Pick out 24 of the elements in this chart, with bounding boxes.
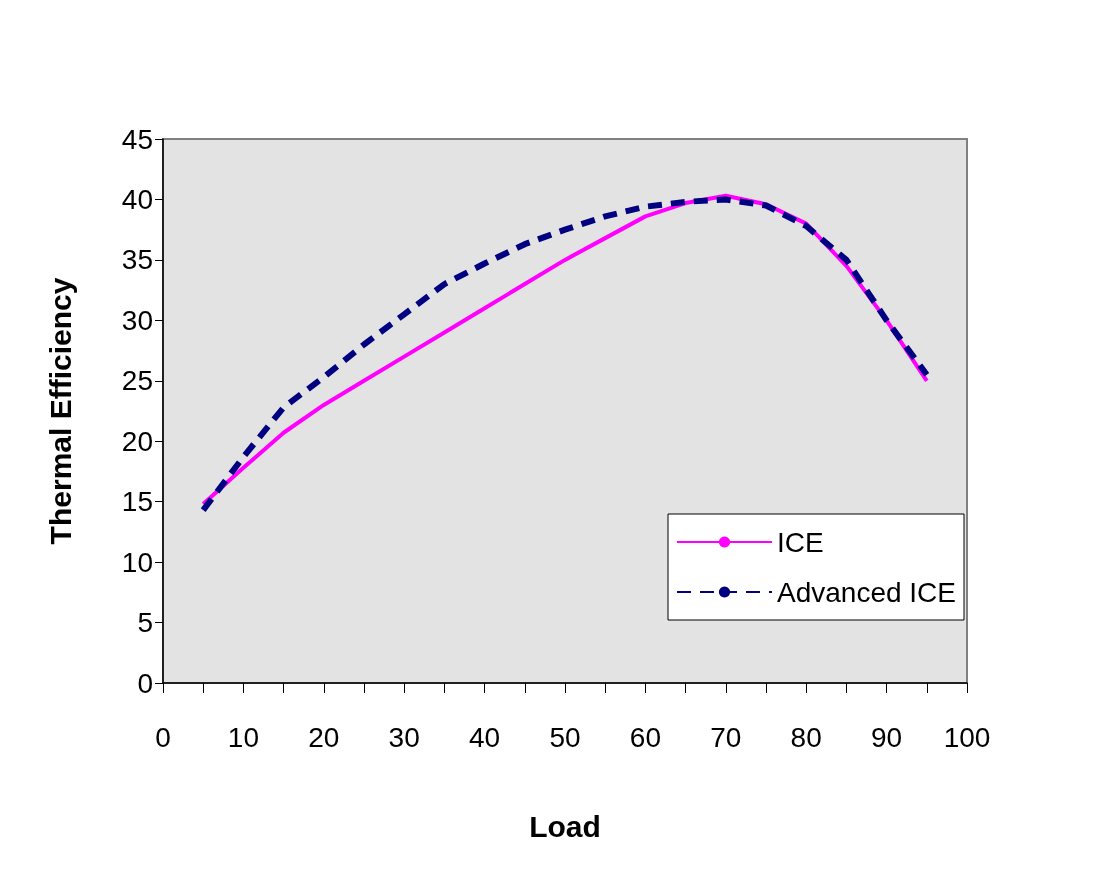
y-tick-label: 25	[121, 365, 153, 397]
y-tick-label: 35	[121, 244, 153, 276]
x-tick-label: 10	[227, 721, 259, 753]
x-tick-label: 40	[469, 721, 501, 753]
y-tick-label: 0	[137, 667, 153, 699]
x-axis-title: Load	[529, 809, 601, 843]
x-tick-label: 90	[871, 721, 903, 753]
x-tick-label: 100	[943, 721, 991, 753]
x-tick-label: 70	[710, 721, 742, 753]
x-tick-label: 50	[549, 721, 581, 753]
x-tick-label: 30	[388, 721, 420, 753]
y-tick-label: 5	[137, 607, 153, 639]
x-tick-label: 20	[308, 721, 340, 753]
y-tick-label: 15	[121, 486, 153, 518]
x-tick-label: 60	[629, 721, 661, 753]
y-tick-label: 30	[121, 304, 153, 336]
x-tick-label: 80	[790, 721, 822, 753]
y-tick-label: 40	[121, 183, 153, 215]
y-tick-label: 45	[121, 123, 153, 155]
y-tick-label: 10	[121, 546, 153, 578]
y-tick-label: 20	[121, 425, 153, 457]
y-axis-title: Thermal Efficiency	[43, 277, 77, 545]
legend-label: Advanced ICE	[777, 576, 957, 608]
legend-label: ICE	[777, 526, 824, 558]
